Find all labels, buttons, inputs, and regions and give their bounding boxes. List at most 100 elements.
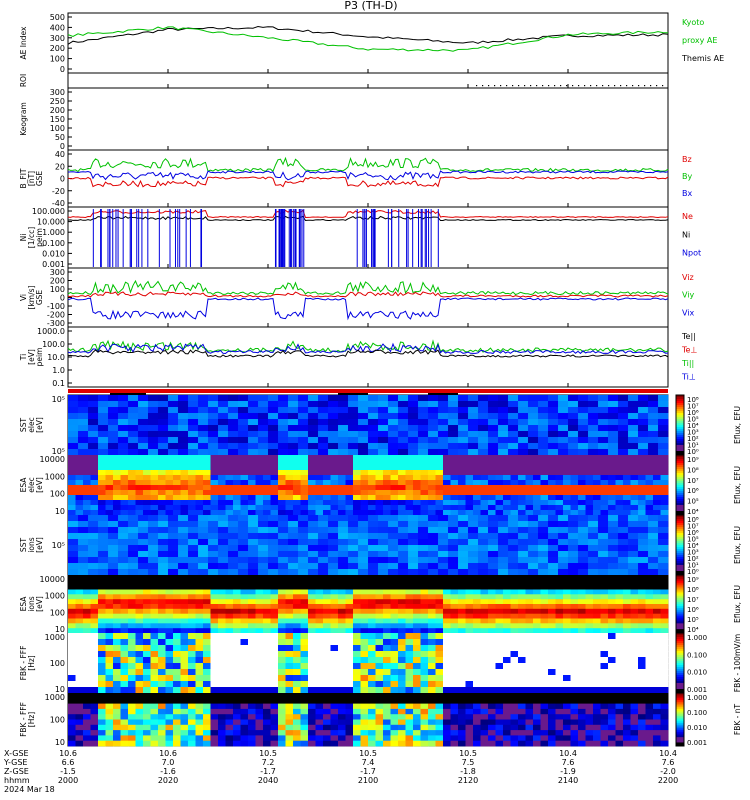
spectro-cell (195, 681, 204, 688)
spectro-cell (315, 693, 324, 699)
spectro-cell (198, 533, 209, 540)
spectro-cell (495, 613, 504, 619)
spectro-cell (270, 485, 279, 491)
spectro-cell (338, 527, 349, 534)
spectro-cell (368, 460, 376, 466)
spectro-cell (435, 599, 444, 605)
spectro-cell (488, 563, 499, 570)
spectro-cell (88, 443, 99, 450)
spectro-cell (338, 480, 346, 486)
spectro-cell (105, 510, 114, 516)
spectro-cell (120, 480, 129, 486)
spectro-cell (398, 449, 409, 456)
spectro-cell (285, 490, 294, 496)
spectro-cell (113, 460, 121, 466)
spectro-cell (248, 735, 256, 742)
spectro-cell (248, 687, 256, 694)
spectro-cell (593, 657, 601, 664)
spectro-cell (588, 569, 599, 576)
spectro-cell (630, 639, 639, 646)
spectro-cell (258, 425, 269, 432)
spectro-cell (180, 500, 189, 506)
spectro-cell (480, 465, 489, 471)
spectro-cell (233, 613, 241, 619)
spectro-cell (288, 539, 299, 546)
spectro-cell (210, 719, 219, 726)
spectro-cell (120, 639, 129, 646)
spectro-cell (165, 613, 174, 619)
spectro-cell (570, 579, 579, 585)
spectro-cell (563, 681, 571, 688)
spectro-cell (135, 460, 144, 466)
spectro-cell (338, 633, 346, 640)
spectro-cell (338, 663, 346, 670)
spectro-cell (75, 663, 84, 670)
spectro-cell (150, 505, 159, 511)
spectro-cell (570, 480, 579, 486)
spectro-cell (600, 495, 609, 501)
spectro-cell (570, 470, 579, 476)
spectro-cell (570, 584, 579, 590)
spectro-cell (263, 719, 271, 726)
spectro-cell (173, 618, 181, 624)
spectro-cell (593, 681, 601, 688)
spectro-cell (338, 740, 346, 747)
spectro-cell (555, 500, 564, 506)
spectro-cell (105, 599, 114, 605)
tick-label: 100 (50, 124, 65, 133)
spectro-cell (458, 449, 469, 456)
spectro-cell (630, 584, 639, 590)
spectro-cell (218, 495, 226, 501)
spectro-cell (618, 551, 629, 558)
spectro-cell (278, 465, 286, 471)
spectro-cell (300, 669, 309, 676)
spectro-cell (270, 465, 279, 471)
spectro-cell (168, 569, 179, 576)
spectro-cell (600, 618, 609, 624)
spectro-cell (390, 575, 399, 581)
spectro-cell (383, 490, 391, 496)
spectro-cell (418, 545, 429, 552)
spectro-cell (528, 413, 539, 420)
spectro-cell (465, 633, 474, 640)
spectro-cell (458, 579, 466, 585)
spectro-cell (278, 724, 286, 731)
spectro-cell (288, 551, 299, 558)
spectro-cell (188, 724, 196, 731)
spectro-cell (285, 510, 294, 516)
colorbar-cell (676, 619, 684, 622)
spectro-cell (293, 623, 301, 629)
spectro-cell (585, 485, 594, 491)
spectro-cell (378, 413, 389, 420)
spectro-cell (278, 490, 286, 496)
spectro-cell (598, 401, 609, 408)
spectro-cell (375, 594, 384, 600)
spectro-cell (345, 663, 354, 670)
spectro-cell (83, 594, 91, 600)
spectro-cell (555, 594, 564, 600)
spectro-cell (158, 608, 166, 614)
spectro-cell (278, 645, 286, 652)
spectro-cell (420, 663, 429, 670)
spectro-cell (113, 669, 121, 676)
spectro-cell (518, 419, 529, 426)
spectro-cell (218, 425, 229, 432)
spectro-cell (225, 724, 234, 731)
spectro-cell (165, 740, 174, 747)
spectro-cell (308, 693, 316, 699)
spectro-cell (448, 521, 459, 528)
spectro-cell (450, 613, 459, 619)
spectro-cell (338, 563, 349, 570)
spectro-cell (408, 551, 419, 558)
spectro-cell (240, 703, 249, 710)
spectro-cell (548, 505, 556, 511)
colorbar-cell (676, 465, 684, 468)
spectro-cell (353, 613, 361, 619)
spectro-cell (268, 419, 279, 426)
spectro-cell (178, 521, 189, 528)
spectro-cell (658, 407, 669, 414)
spectro-cell (270, 724, 279, 731)
spectro-cell (518, 480, 526, 486)
spectro-cell (345, 599, 354, 605)
spectro-cell (615, 669, 624, 676)
